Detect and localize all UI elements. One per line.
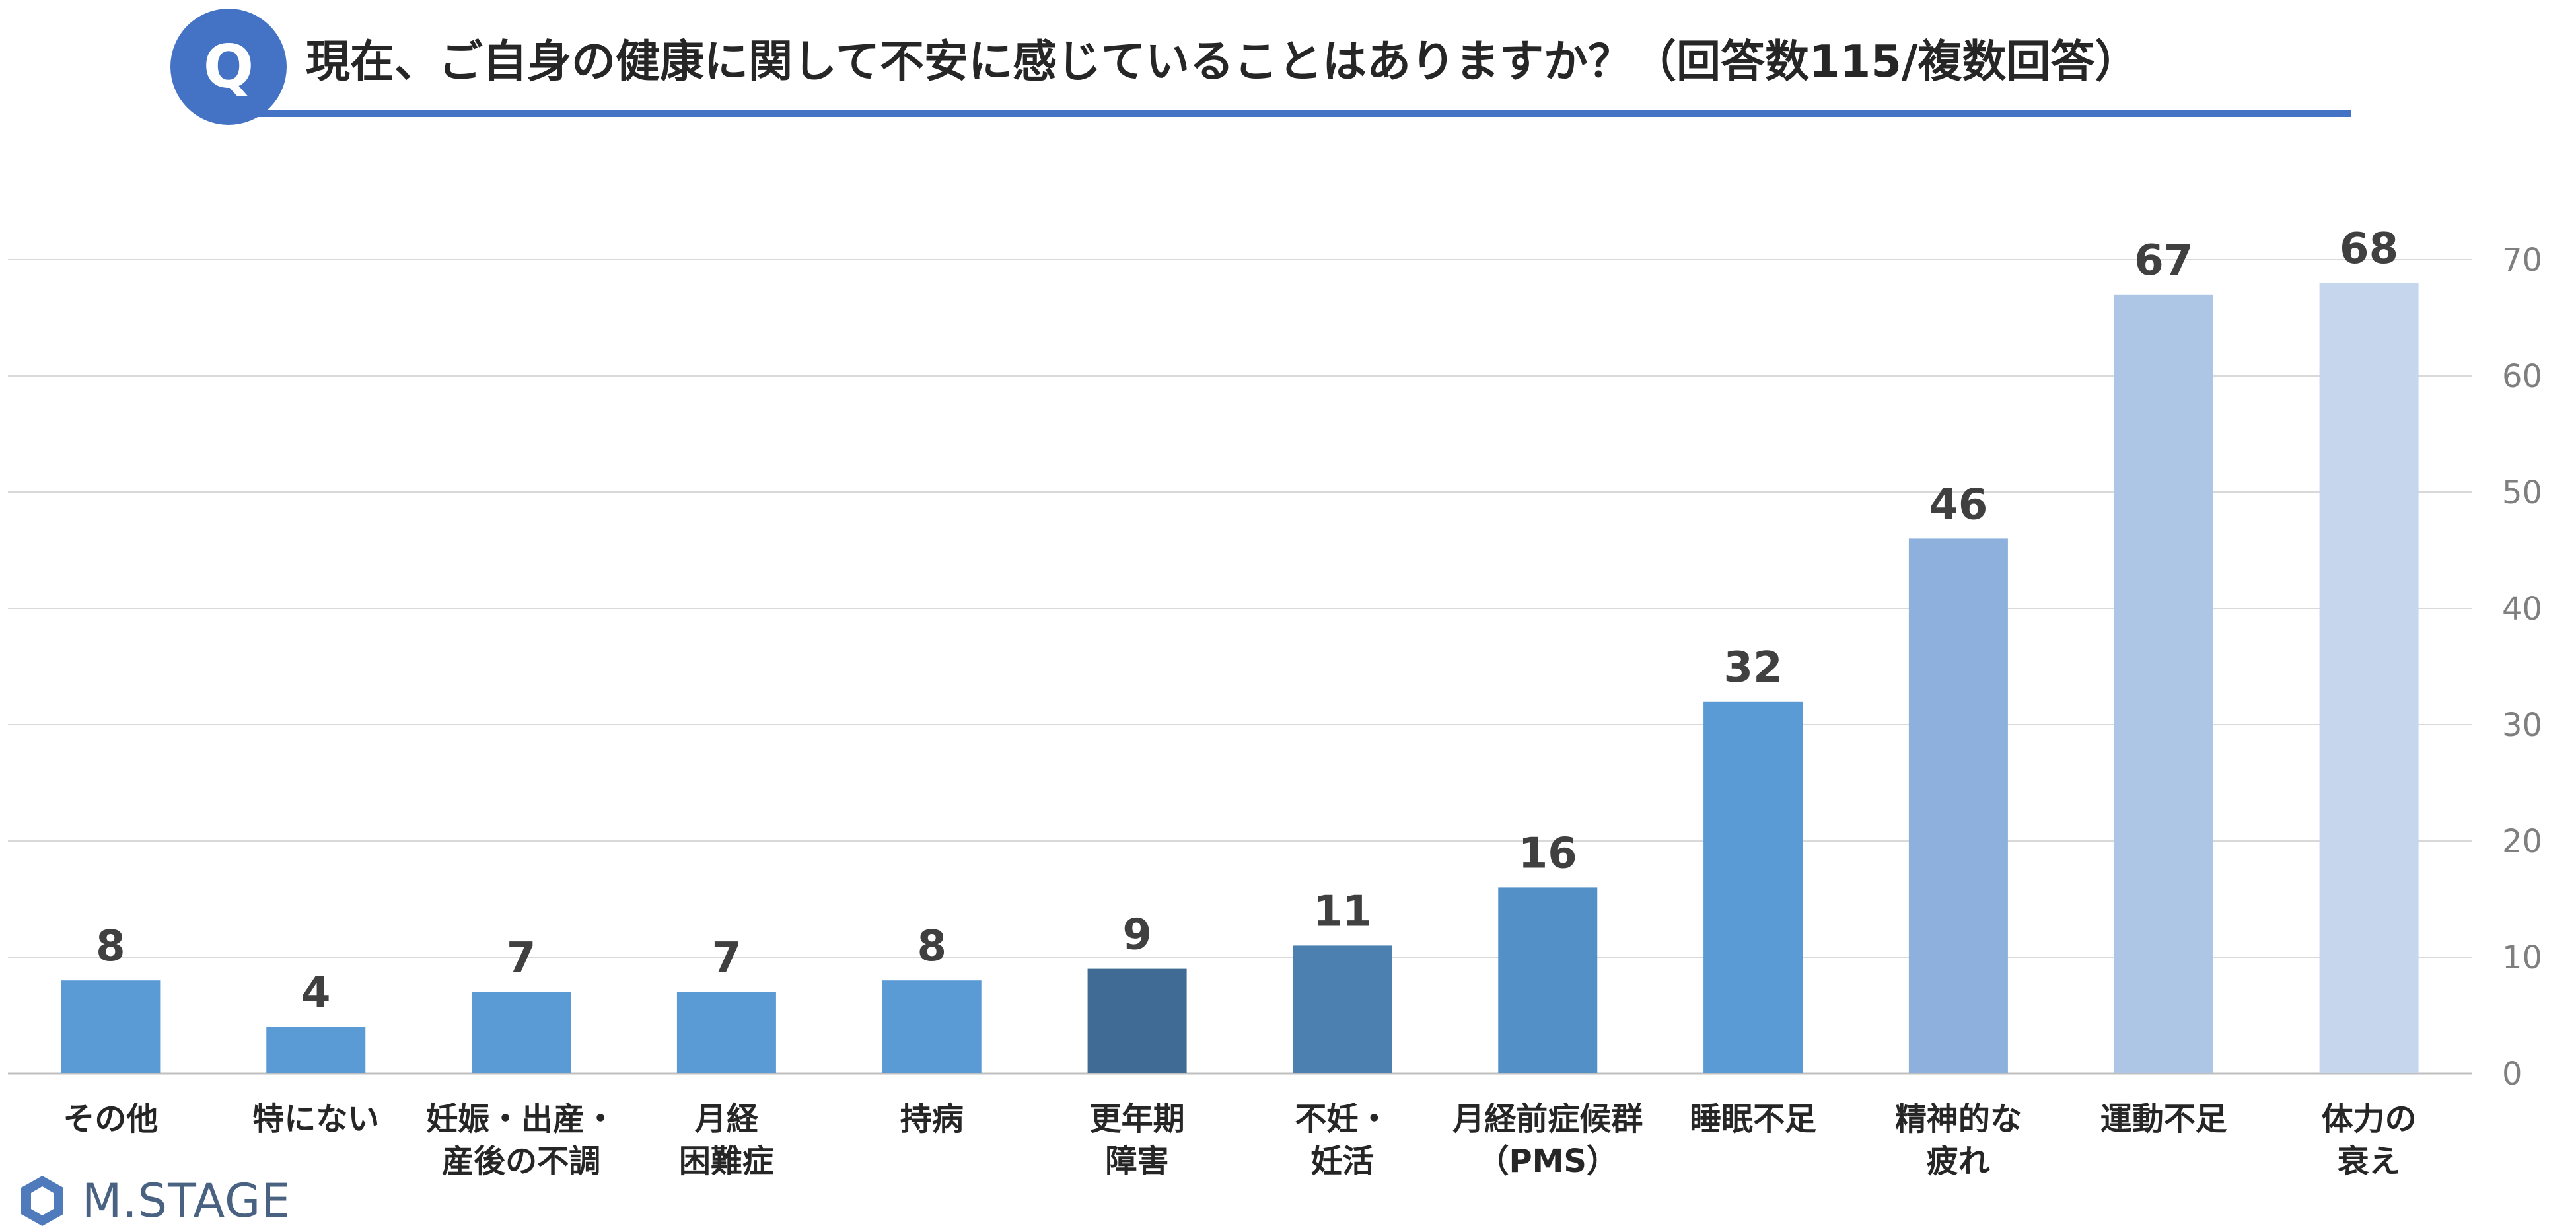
category-label: 月経前症候群	[1452, 1101, 1643, 1138]
category-label: （PMS）	[1477, 1143, 1618, 1180]
bar	[1498, 887, 1598, 1073]
title-underline	[229, 110, 2351, 117]
category-label: 体力の	[2322, 1101, 2417, 1138]
question-badge: Q	[170, 9, 287, 125]
data-label: 68	[2340, 225, 2398, 273]
y-tick-label: 0	[2502, 1056, 2522, 1093]
data-label: 7	[507, 934, 536, 983]
category-label: 妊娠・出産・	[426, 1101, 616, 1138]
category-label: 障害	[1106, 1143, 1169, 1180]
category-label: 困難症	[679, 1143, 774, 1180]
data-label: 67	[2134, 236, 2193, 285]
bar	[2114, 294, 2213, 1073]
bar	[1703, 701, 1803, 1073]
category-label: 妊活	[1310, 1143, 1374, 1180]
category-label: 月経	[695, 1101, 759, 1138]
bar	[1293, 945, 1392, 1073]
category-label: 持病	[900, 1101, 964, 1138]
data-label: 9	[1122, 911, 1152, 960]
data-label: 16	[1519, 829, 1577, 878]
bars: 8 4 7 7 8 9 11 16 32 46 67 68	[61, 225, 2419, 1074]
data-label: 32	[1724, 643, 1783, 692]
data-label: 4	[301, 969, 331, 1018]
y-axis-ticks: 0 10 20 30 40 50 60 70	[2502, 242, 2542, 1093]
y-tick-label: 50	[2502, 474, 2542, 511]
data-label: 8	[917, 922, 947, 971]
y-tick-label: 70	[2502, 242, 2542, 279]
category-label: 運動不足	[2100, 1101, 2227, 1138]
category-label: 更年期	[1090, 1101, 1185, 1138]
category-label: 特にない	[252, 1101, 379, 1138]
mstage-logo: M.STAGE	[16, 1175, 333, 1227]
y-tick-label: 60	[2502, 358, 2542, 395]
gridlines	[8, 259, 2472, 1075]
hexagon-logo-icon	[21, 1176, 63, 1226]
bar	[266, 1027, 366, 1073]
bar	[2319, 283, 2419, 1074]
logo-text: M.STAGE	[82, 1174, 291, 1228]
category-label: 疲れ	[1927, 1143, 1990, 1180]
category-label: 衰え	[2338, 1143, 2401, 1180]
category-label: 産後の不調	[442, 1143, 600, 1180]
data-label: 46	[1929, 480, 1987, 529]
bar	[61, 980, 161, 1073]
data-label: 11	[1313, 887, 1372, 936]
bar	[472, 992, 571, 1073]
category-label: 睡眠不足	[1690, 1101, 1816, 1138]
y-tick-label: 40	[2502, 591, 2542, 628]
bar	[1908, 538, 2008, 1073]
data-label: 7	[712, 934, 742, 983]
bar	[676, 992, 776, 1073]
category-label: 精神的な	[1895, 1101, 2022, 1138]
question-title: 現在、ご自身の健康に関して不安に感じていることはありますか？（回答数115/複数…	[306, 36, 2139, 87]
data-label: 8	[96, 922, 125, 971]
bar	[1087, 968, 1187, 1073]
category-label: 不妊・	[1295, 1101, 1390, 1138]
y-tick-label: 10	[2502, 939, 2542, 976]
bar	[882, 980, 982, 1073]
y-tick-label: 20	[2502, 823, 2542, 860]
category-label: その他	[63, 1101, 158, 1138]
y-tick-label: 30	[2502, 707, 2542, 744]
chart-header: Q 現在、ご自身の健康に関して不安に感じていることはありますか？（回答数115/…	[0, 0, 2576, 132]
